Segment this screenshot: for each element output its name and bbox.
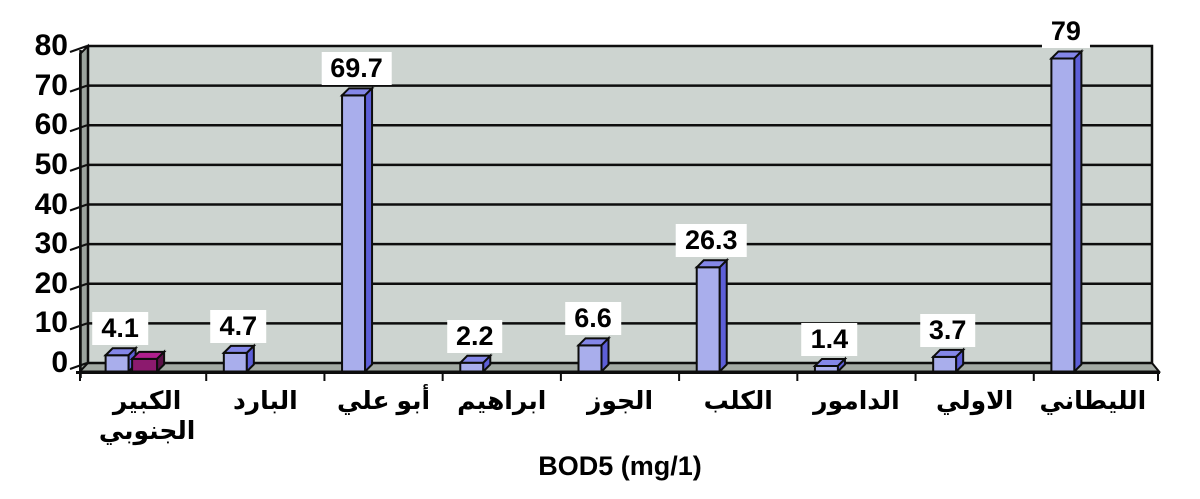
category-label-0: الكبير الجنوبي <box>67 386 227 446</box>
value-label-3: 2.2 <box>446 319 503 353</box>
bar-side-s0-c1 <box>245 343 255 374</box>
chart-title: BOD5 (mg/1) <box>538 451 702 481</box>
category-label-line: الجنوبي <box>98 417 196 445</box>
bar-side-s0-c6 <box>836 356 846 374</box>
value-label-1: 4.7 <box>210 309 267 343</box>
y-tick-label-30: 30 <box>34 227 68 261</box>
category-label-3: ابراهيم <box>422 386 582 416</box>
y-tick-80 <box>69 45 88 53</box>
bar-side-s0-c8 <box>1073 49 1083 374</box>
category-label-4: الجوز <box>540 386 700 416</box>
y-tick-label-0: 0 <box>51 346 68 379</box>
bar-front-s0-c1 <box>222 351 248 373</box>
bar-front-s0-c7 <box>932 355 958 373</box>
bar-side-s1-c0 <box>156 349 166 374</box>
category-label-5: الكلب <box>658 386 818 416</box>
bar-side-s0-c5 <box>718 257 728 374</box>
y-tick-70 <box>69 84 88 93</box>
bar-front-s0-c8 <box>1050 57 1076 373</box>
y-tick-label-40: 40 <box>34 187 68 221</box>
category-label-line: الليطاني <box>1039 387 1147 415</box>
bar-side-s0-c7 <box>955 347 965 374</box>
y-tick-30 <box>69 243 88 252</box>
value-label-8: 79 <box>1041 15 1090 49</box>
bar-side-s0-c4 <box>600 335 610 374</box>
bar-front-s0-c5 <box>695 266 721 373</box>
y-tick-label-20: 20 <box>34 266 68 300</box>
category-label-line: الدامور <box>813 387 900 415</box>
y-tick-50 <box>69 163 88 172</box>
bar-side-s0-c3 <box>482 353 492 374</box>
value-label-7: 3.7 <box>919 313 976 347</box>
bar-front-s0-c0 <box>104 354 130 373</box>
category-label-8: الليطاني <box>1013 386 1173 416</box>
y-tick-label-70: 70 <box>34 68 68 102</box>
y-tick-40 <box>69 203 88 212</box>
category-label-line: الاولي <box>935 387 1014 415</box>
value-label-2: 69.7 <box>321 52 392 86</box>
bar-front-s0-c3 <box>459 361 485 373</box>
bar-front-s0-c2 <box>341 94 367 373</box>
bar-front-s1-c0 <box>131 357 159 373</box>
value-label-4: 6.6 <box>565 302 621 336</box>
y-tick-60 <box>69 124 88 133</box>
y-tick-20 <box>69 282 88 291</box>
y-tick-10 <box>69 322 88 331</box>
y-tick-label-60: 60 <box>34 108 68 142</box>
value-label-0: 4.1 <box>92 312 148 346</box>
bar-front-s0-c4 <box>577 344 603 373</box>
category-label-6: الدامور <box>776 386 936 416</box>
category-label-line: الكبير <box>112 387 182 415</box>
category-label-2: أبو علي <box>304 386 464 416</box>
y-tick-label-10: 10 <box>34 306 68 340</box>
category-label-line: أبو علي <box>336 387 431 415</box>
y-tick-label-50: 50 <box>34 147 68 181</box>
y-tick-label-80: 80 <box>34 29 68 62</box>
category-label-line: الجوز <box>586 387 654 415</box>
category-label-7: الاولي <box>895 386 1055 416</box>
category-label-1: البارد <box>185 386 345 416</box>
value-label-5: 26.3 <box>675 224 747 258</box>
value-label-6: 1.4 <box>801 322 858 356</box>
category-label-line: الكلب <box>703 387 773 415</box>
y-tick-0 <box>69 362 88 370</box>
category-label-line: البارد <box>232 387 298 415</box>
category-label-line: ابراهيم <box>457 387 547 415</box>
bar-side-s0-c2 <box>364 85 374 374</box>
